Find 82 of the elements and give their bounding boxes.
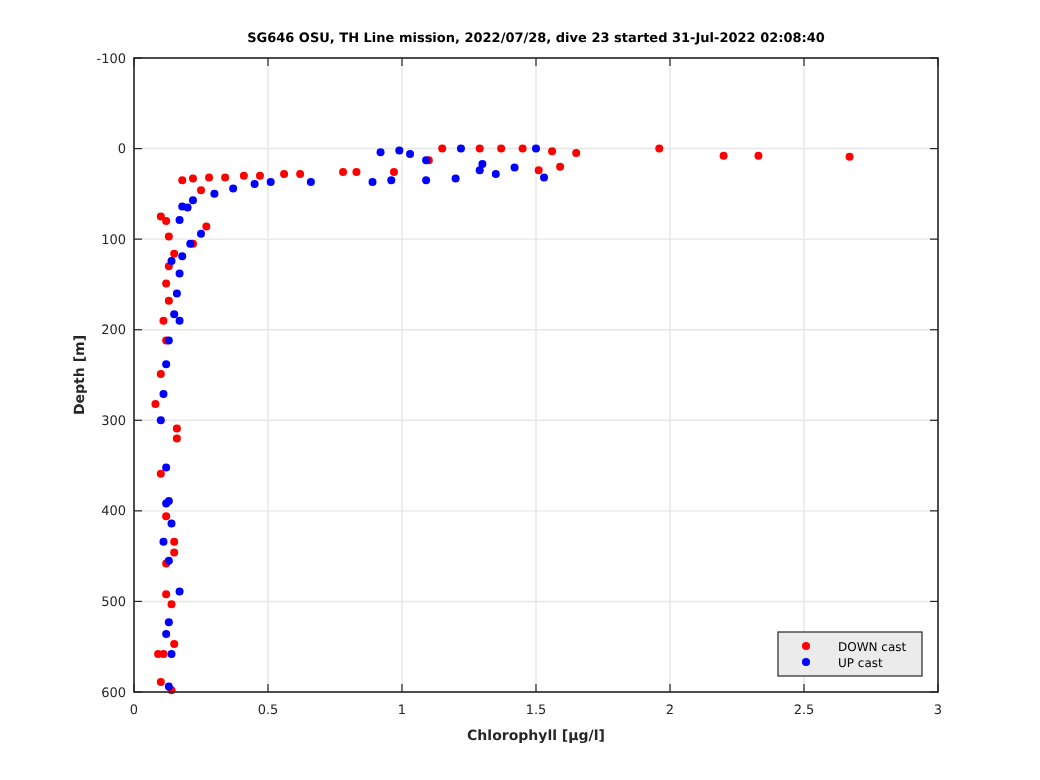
- point: [175, 269, 184, 278]
- point: [389, 168, 398, 177]
- point: [159, 537, 168, 546]
- point: [162, 360, 171, 369]
- point: [239, 171, 248, 180]
- point: [548, 147, 557, 156]
- point: [156, 370, 165, 379]
- point: [197, 229, 205, 238]
- point: [406, 150, 415, 159]
- point: [475, 166, 484, 175]
- point: [339, 168, 348, 177]
- point: [540, 173, 549, 182]
- point: [178, 252, 187, 261]
- point: [167, 519, 176, 528]
- point: [352, 168, 361, 177]
- point: [172, 289, 181, 298]
- point: [156, 678, 165, 687]
- point: [167, 256, 176, 265]
- point: [162, 279, 171, 288]
- point: [151, 399, 160, 408]
- point: [655, 144, 664, 153]
- point: [197, 186, 205, 195]
- point: [183, 203, 192, 212]
- point: [164, 232, 173, 241]
- point: [205, 173, 214, 182]
- point: [159, 390, 168, 399]
- point: [845, 152, 854, 161]
- point: [170, 548, 179, 557]
- point: [376, 148, 385, 157]
- point: [255, 171, 264, 180]
- point: [518, 144, 527, 153]
- point: [475, 144, 484, 153]
- point: [497, 144, 506, 153]
- point: [156, 469, 165, 478]
- point: [162, 463, 171, 472]
- point: [175, 216, 184, 225]
- point: [162, 590, 171, 599]
- point: [162, 630, 171, 639]
- point: [164, 296, 173, 305]
- point: [167, 649, 176, 658]
- point: [175, 316, 184, 325]
- point: [172, 424, 181, 433]
- point: [532, 144, 540, 153]
- point: [178, 176, 187, 185]
- point: [572, 149, 581, 158]
- point: [170, 249, 179, 258]
- point: [170, 537, 179, 546]
- point: [266, 178, 275, 187]
- point: [422, 176, 431, 185]
- point: [368, 178, 377, 187]
- point: [221, 173, 230, 182]
- point: [162, 512, 171, 521]
- point: [534, 166, 543, 175]
- point: [296, 169, 305, 178]
- point: [202, 222, 211, 231]
- point: [719, 151, 728, 160]
- point: [395, 146, 404, 155]
- point: [188, 196, 197, 205]
- point: [556, 162, 565, 171]
- point: [188, 174, 197, 183]
- point: [491, 169, 500, 178]
- point: [162, 217, 171, 226]
- point: [510, 163, 519, 172]
- point: [156, 416, 165, 425]
- point: [175, 587, 184, 596]
- point: [754, 151, 763, 160]
- point: [170, 310, 179, 319]
- point: [456, 144, 465, 153]
- point: [159, 316, 168, 325]
- point: [164, 618, 173, 627]
- point: [229, 184, 238, 193]
- point: [438, 144, 447, 153]
- point: [306, 178, 315, 187]
- point: [167, 600, 176, 609]
- point: [156, 212, 165, 221]
- point: [210, 189, 219, 198]
- point: [170, 640, 179, 648]
- point: [280, 169, 289, 178]
- point: [451, 174, 460, 183]
- point: [250, 179, 259, 188]
- point: [387, 176, 396, 185]
- point: [172, 434, 181, 443]
